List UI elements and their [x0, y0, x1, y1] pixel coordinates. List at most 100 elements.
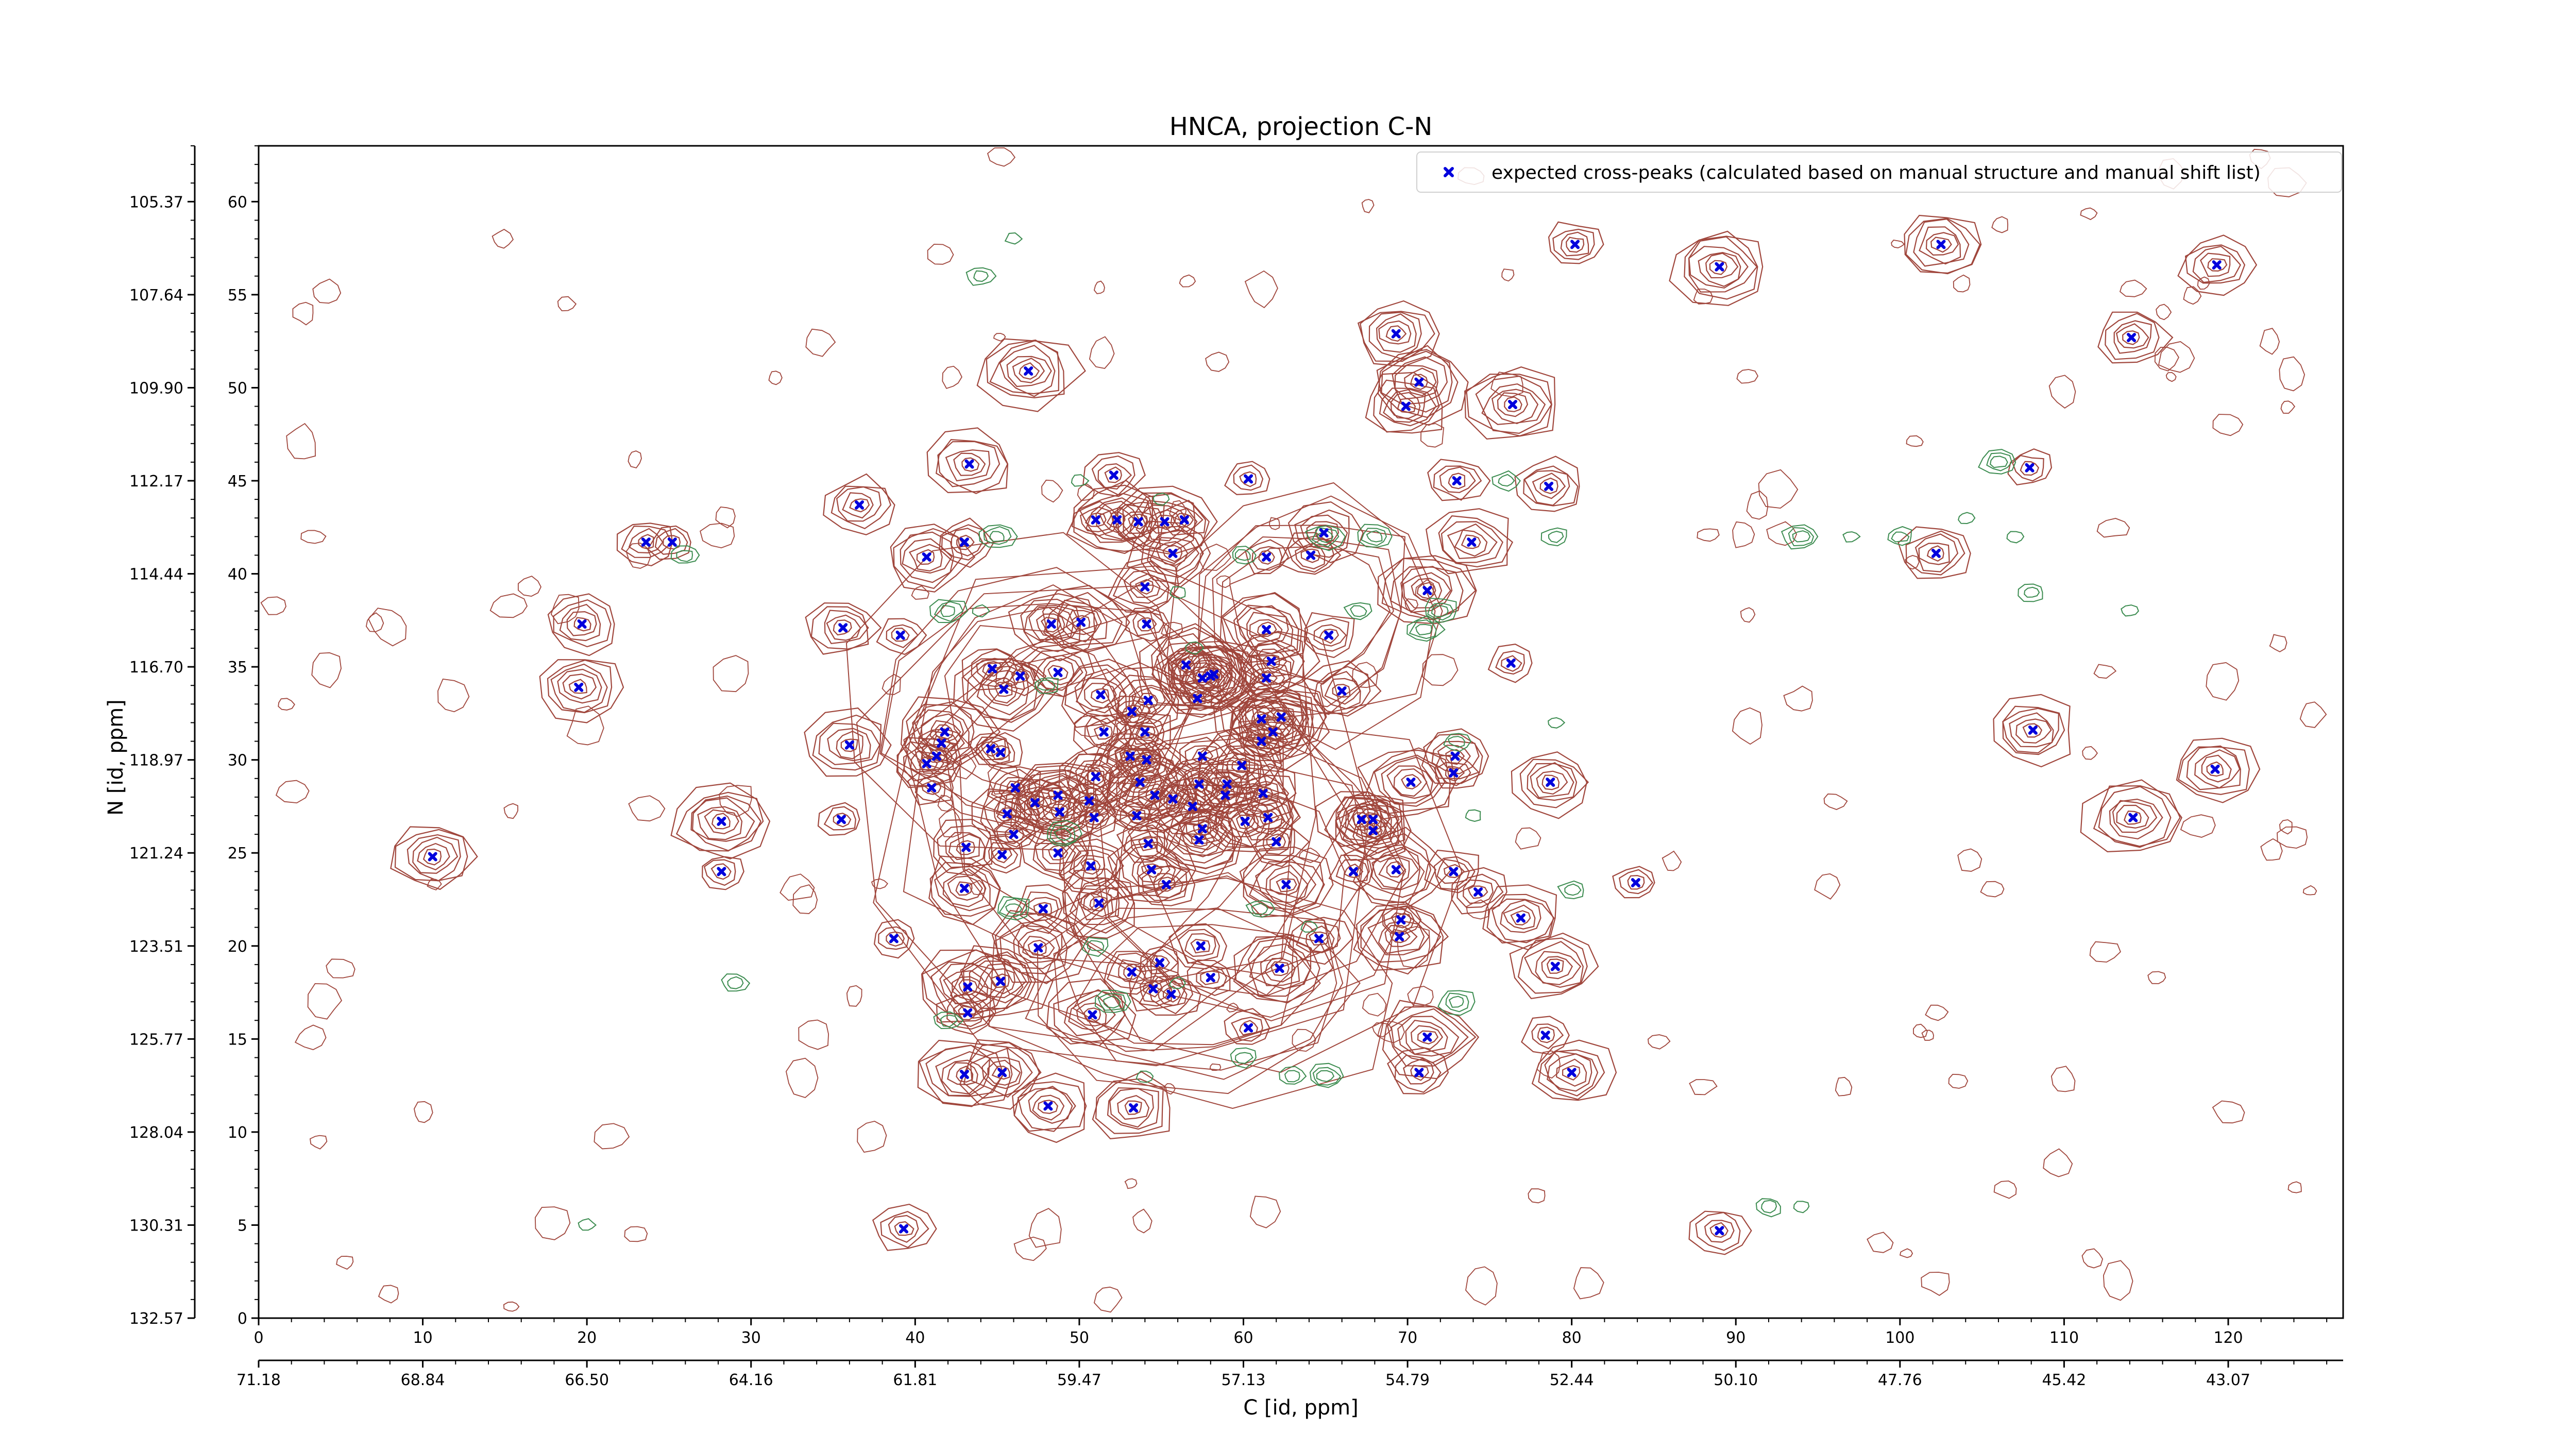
contour-line [1500, 655, 1522, 672]
contour-line [294, 1024, 327, 1050]
contour-line [1278, 1066, 1307, 1085]
contour-line [1003, 663, 1036, 690]
contour-line [1377, 349, 1469, 426]
cross-peak-point [1473, 887, 1483, 897]
contour-line [1374, 754, 1446, 807]
contour-line [557, 296, 577, 312]
contour-line [2018, 583, 2043, 602]
x-tick-label: 90 [1726, 1329, 1745, 1347]
contour-line [991, 847, 1013, 864]
cross-peak-point [1631, 878, 1640, 887]
x-tick-label: 50 [1070, 1329, 1089, 1347]
contour-line [1046, 978, 1137, 1045]
cross-peak-point [1540, 1031, 1550, 1040]
contour-line [968, 733, 1010, 766]
contour-line [489, 593, 528, 618]
contour-line [2012, 454, 2044, 482]
y-tick-label: 50 [228, 379, 247, 397]
contour-line [1352, 813, 1397, 849]
contour-line [940, 1014, 958, 1027]
contour-line [936, 990, 996, 1035]
contour-line [1755, 1198, 1781, 1218]
contour-line [1698, 251, 1741, 287]
contour-line [1239, 471, 1257, 487]
contour-line [999, 919, 1068, 974]
x-tick-label: 60 [1233, 1329, 1253, 1347]
cross-peak-point [1168, 548, 1178, 558]
contour-line [1043, 592, 1123, 648]
contour-line [1918, 543, 1950, 565]
contour-line [275, 780, 310, 804]
contour-line [1564, 883, 1582, 896]
contour-line [1544, 1050, 1599, 1097]
cross-peak-point [1030, 798, 1040, 807]
contour-line [1099, 507, 1136, 534]
contour-line [943, 970, 989, 1004]
contour-line [1390, 392, 1421, 419]
contour-line [986, 339, 1065, 399]
contour-line [1068, 994, 1116, 1031]
cross-peak-point [995, 748, 1005, 757]
contour-line [1417, 1030, 1439, 1044]
contour-line [1436, 762, 1471, 786]
contour-line [1245, 539, 1290, 575]
contour-line [947, 875, 983, 901]
contour-line [1137, 857, 1171, 883]
contour-line [1078, 764, 1114, 790]
contour-line [2299, 701, 2327, 728]
contour-line [1953, 274, 1971, 293]
contour-line [437, 678, 470, 713]
contour-line [1004, 232, 1023, 245]
cross-peak-point [1196, 941, 1206, 951]
contour-line [553, 599, 612, 648]
contour-line [976, 338, 1086, 412]
contour-line [1107, 1087, 1159, 1130]
contour-line [946, 993, 994, 1030]
contour-line [1209, 1063, 1222, 1071]
contour-line [1013, 1236, 1047, 1261]
contour-line [785, 1057, 819, 1099]
contour-line [1921, 1272, 1950, 1296]
contour-line [534, 1206, 571, 1240]
contour-line [2112, 800, 2158, 833]
contour-line [1814, 873, 1841, 900]
contour-line [1978, 449, 2016, 475]
contour-line [1914, 533, 1959, 572]
contour-line [1391, 1008, 1469, 1064]
contour-line [1078, 493, 1153, 543]
contour-line [1541, 774, 1560, 790]
y-tick-label: 30 [228, 752, 247, 770]
contour-line [1422, 654, 1459, 686]
contour-line [1433, 856, 1476, 890]
contour-line [1445, 992, 1469, 1013]
cross-peak-point [1053, 667, 1063, 677]
x-tick-label: 100 [1885, 1329, 1914, 1347]
contour-line [857, 1120, 887, 1153]
contour-line [1082, 452, 1146, 497]
contour-line [1047, 820, 1082, 847]
cross-peak-point [1262, 673, 1272, 683]
cross-peak-point [1143, 696, 1153, 705]
contour-line [1054, 828, 1072, 841]
contour-line [417, 843, 450, 871]
contour-line [798, 1019, 829, 1050]
contour-line [880, 1211, 929, 1249]
cross-peak-point [1222, 779, 1232, 789]
contour-line [1130, 830, 1163, 858]
contour-line [1028, 1208, 1062, 1248]
y-tick-label: 60 [228, 193, 247, 211]
cross-peak-point [1414, 377, 1424, 387]
contour-line [1378, 856, 1410, 884]
contour-line [624, 1226, 648, 1242]
cross-peak-point [1206, 973, 1215, 983]
contour-line [845, 532, 1191, 851]
cross-peak-point [1155, 958, 1165, 968]
contour-line [872, 1203, 937, 1251]
contour-line [987, 147, 1016, 167]
contour-line [1464, 366, 1556, 440]
contour-line [1313, 666, 1371, 714]
contour-line [1081, 937, 1109, 957]
contour-line [1163, 815, 1240, 869]
contour-line [1034, 677, 1059, 694]
contour-line [1612, 866, 1655, 899]
